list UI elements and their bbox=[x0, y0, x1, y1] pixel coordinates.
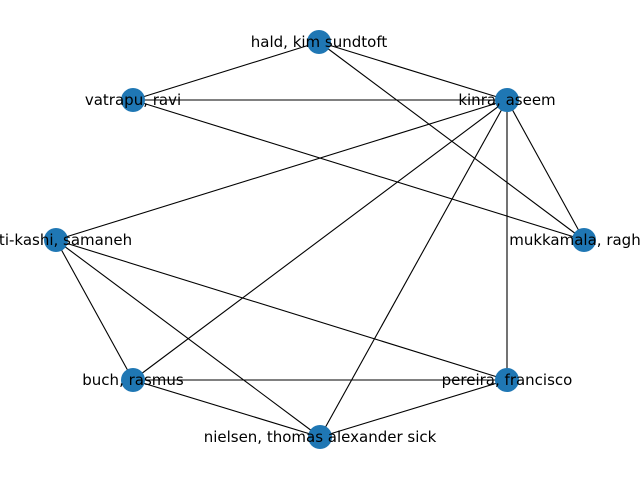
node-label-pereira: pereira, francisco bbox=[442, 371, 573, 389]
edge-buch-nielsen bbox=[132, 379, 321, 438]
node-label-hald: hald, kim sundtoft bbox=[251, 33, 388, 51]
edge-kinra-buch bbox=[132, 99, 508, 381]
node-buch bbox=[121, 368, 145, 392]
node-zadeh bbox=[44, 228, 68, 252]
node-kinra bbox=[495, 88, 519, 112]
node-layer bbox=[44, 30, 596, 449]
node-label-kinra: kinra, aseem bbox=[458, 91, 555, 109]
edge-zadeh-buch bbox=[55, 239, 134, 381]
node-nielsen bbox=[308, 425, 332, 449]
node-label-vatrapu: vatrapu, ravi bbox=[85, 91, 181, 109]
edge-kinra-nielsen bbox=[319, 99, 508, 438]
edge-vatrapu-mukkamala bbox=[132, 99, 585, 241]
node-label-nielsen: nielsen, thomas alexander sick bbox=[204, 428, 437, 446]
node-label-mukkamala: mukkamala, raghav bbox=[509, 231, 640, 249]
node-label-zadeh: ghti-kashi, samaneh bbox=[0, 231, 132, 249]
node-pereira bbox=[495, 368, 519, 392]
edge-zadeh-nielsen bbox=[55, 239, 321, 438]
edge-hald-vatrapu bbox=[132, 41, 320, 101]
edge-hald-kinra bbox=[318, 41, 508, 101]
node-vatrapu bbox=[121, 88, 145, 112]
node-mukkamala bbox=[572, 228, 596, 252]
edge-kinra-zadeh bbox=[55, 99, 508, 241]
edge-zadeh-pereira bbox=[55, 239, 508, 381]
label-layer: hald, kim sundtoft vatrapu, ravi kinra, as… bbox=[0, 33, 640, 446]
edge-layer bbox=[55, 41, 585, 438]
node-hald bbox=[307, 30, 331, 54]
edge-kinra-mukkamala bbox=[506, 99, 585, 241]
node-label-buch: buch, rasmus bbox=[82, 371, 184, 389]
edge-pereira-nielsen bbox=[319, 379, 508, 438]
